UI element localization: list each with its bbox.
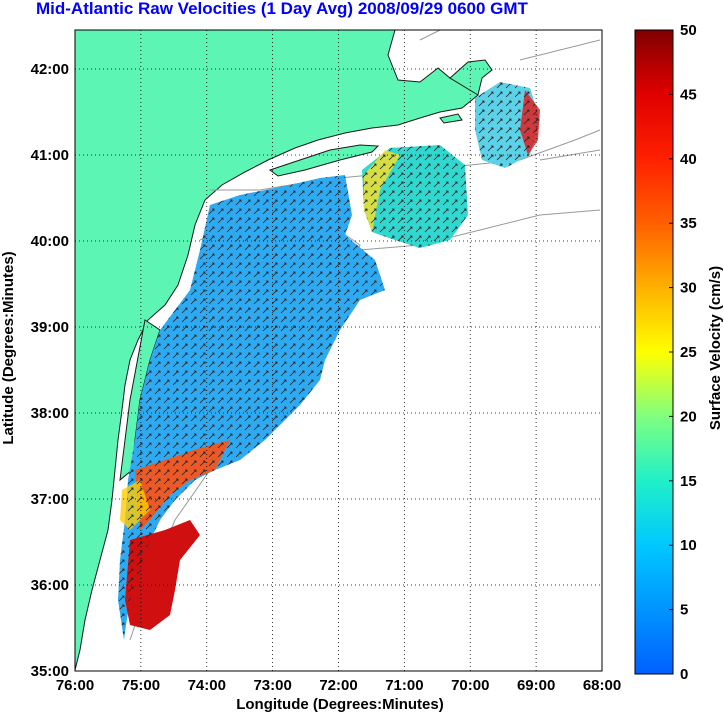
- x-axis-ticks: 76:00 75:00 74:00 73:00 72:00 71:00 70:00 69:00…: [56, 677, 621, 694]
- colorbar-tick-label: 45: [680, 86, 697, 103]
- x-tick-label: 69:00: [517, 677, 555, 694]
- velocity-vectors-nantucket: [475, 82, 540, 168]
- x-tick-label: 73:00: [253, 677, 291, 694]
- colorbar-tick-label: 40: [680, 151, 697, 168]
- y-tick-label: 42:00: [31, 61, 69, 78]
- colorbar-tick-label: 30: [680, 280, 697, 297]
- y-tick-label: 38:00: [31, 405, 69, 422]
- plot-frame: [74, 29, 603, 672]
- y-tick-label: 40:00: [31, 233, 69, 250]
- x-tick-label: 72:00: [319, 677, 357, 694]
- x-tick-label: 76:00: [56, 677, 94, 694]
- chart-title-bar: Mid-Atlantic Raw Velocities (1 Day Avg) …: [0, 0, 724, 24]
- colorbar: [634, 29, 674, 675]
- bathymetry-contour: [359, 209, 601, 251]
- y-tick-label: 41:00: [31, 147, 69, 164]
- x-tick-label: 74:00: [188, 677, 226, 694]
- colorbar-tick-label: 50: [680, 22, 697, 39]
- x-tick-label: 70:00: [451, 677, 489, 694]
- colorbar-tick-label: 20: [680, 408, 697, 425]
- colorbar-tick-label: 25: [680, 344, 697, 361]
- x-tick-label: 75:00: [122, 677, 160, 694]
- cape-cod: [449, 59, 493, 96]
- velocity-vectors-mab: [118, 175, 385, 640]
- colorbar-tick-label: 10: [680, 537, 697, 554]
- y-tick-label: 39:00: [31, 319, 69, 336]
- colorbar-tick-label: 15: [680, 473, 697, 490]
- y-axis-label: Latitude (Degrees:Minutes): [0, 251, 17, 444]
- colorbar-label: Surface Velocity (cm/s): [707, 266, 724, 430]
- velocity-vectors-block-island: [362, 145, 468, 248]
- colorbar-tick-label: 35: [680, 215, 697, 232]
- y-tick-label: 36:00: [31, 577, 69, 594]
- x-tick-label: 71:00: [385, 677, 423, 694]
- y-axis-ticks: 35:00 36:00 37:00 38:00 39:00 40:00 41:00 42:00: [31, 61, 69, 680]
- y-tick-label: 37:00: [31, 491, 69, 508]
- x-axis-label: Longitude (Degrees:Minutes): [236, 696, 444, 713]
- nantucket-island: [439, 113, 463, 124]
- grid-lines: [75, 30, 602, 671]
- chart-title: Mid-Atlantic Raw Velocities (1 Day Avg) …: [36, 0, 528, 18]
- colorbar-tick-label: 0: [680, 666, 688, 683]
- colorbar-tick-label: 5: [680, 602, 688, 619]
- x-tick-label: 68:00: [583, 677, 621, 694]
- y-tick-label: 35:00: [31, 663, 69, 680]
- bathymetry-contour: [419, 30, 601, 161]
- colorbar-ticks: 0 5 10 15 20 25 30 35 40 45 50: [669, 22, 697, 683]
